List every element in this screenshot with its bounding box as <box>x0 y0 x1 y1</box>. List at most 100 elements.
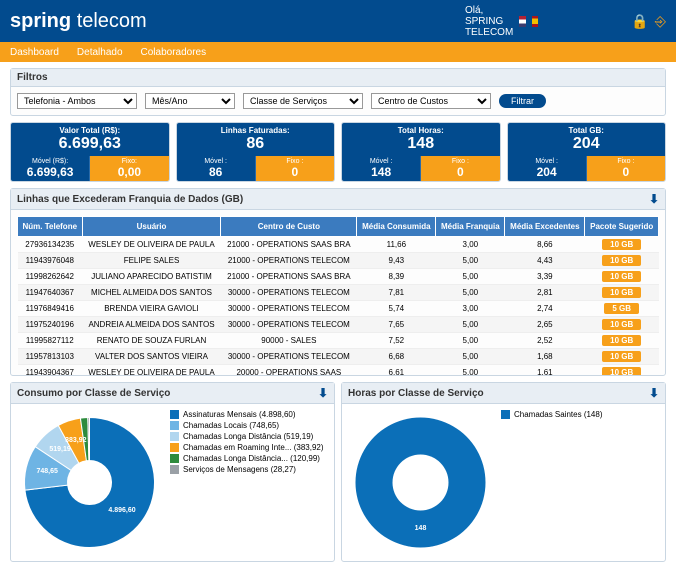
legend-label: Chamadas em Roaming Inte... (383,92) <box>183 443 324 452</box>
chart1-donut: 4.896,60748,65519,19383,92 <box>17 410 162 555</box>
chart2-panel: Horas por Classe de Serviço ⬇ 148 Chamad… <box>341 382 666 562</box>
filter-button[interactable]: Filtrar <box>499 94 546 108</box>
nav-colaboradores[interactable]: Colaboradores <box>141 47 207 58</box>
table-row[interactable]: 11995827112RENATO DE SOUZA FURLAN90000 -… <box>18 333 659 349</box>
cell: 10 GB <box>585 269 659 285</box>
cell: 10 GB <box>585 333 659 349</box>
legend-label: Assinaturas Mensais (4.898,60) <box>183 410 296 419</box>
flag-us-icon[interactable] <box>519 16 525 27</box>
cell: VALTER DOS SANTOS VIEIRA <box>82 349 221 365</box>
cell: 10 GB <box>585 365 659 376</box>
filter-mesano[interactable]: Mês/Ano <box>145 93 235 109</box>
col-header[interactable]: Média Consumida <box>357 217 436 237</box>
table-row[interactable]: 27936134235WESLEY DE OLIVEIRA DE PAULA21… <box>18 237 659 253</box>
table-panel: Linhas que Excederam Franquia de Dados (… <box>10 188 666 376</box>
table-row[interactable]: 11976849416BRENDA VIEIRA GAVIOLI30000 - … <box>18 301 659 317</box>
filter-telefonia[interactable]: Telefonia - Ambos <box>17 93 137 109</box>
cell: 10 GB <box>585 285 659 301</box>
chart1-legend: Assinaturas Mensais (4.898,60) Chamadas L… <box>170 410 324 555</box>
table-row[interactable]: 11998262642JULIANO APARECIDO BATISTIM210… <box>18 269 659 285</box>
cell: 7,81 <box>357 285 436 301</box>
cell: 5 GB <box>585 301 659 317</box>
cell: 30000 - OPERATIONS TELECOM <box>221 301 357 317</box>
col-header[interactable]: Pacote Sugerido <box>585 217 659 237</box>
badge: 10 GB <box>602 255 641 266</box>
download-icon[interactable]: ⬇ <box>649 192 659 206</box>
col-header[interactable]: Centro de Custo <box>221 217 357 237</box>
col-header[interactable]: Núm. Telefone <box>18 217 83 237</box>
cell: 5,00 <box>436 333 505 349</box>
table-row[interactable]: 11943904367WESLEY DE OLIVEIRA DE PAULA20… <box>18 365 659 376</box>
cell: JULIANO APARECIDO BATISTIM <box>82 269 221 285</box>
logo: spring telecom <box>10 10 147 33</box>
kpi-movel: Móvel (R$):6.699,63 <box>11 156 90 181</box>
col-header[interactable]: Média Excedentes <box>505 217 585 237</box>
nav-detalhado[interactable]: Detalhado <box>77 47 123 58</box>
cell: 21000 - OPERATIONS SAAS BRA <box>221 237 357 253</box>
cell: 20000 - OPERATIONS SAAS <box>221 365 357 376</box>
kpi-fixo: Fixo:0,00 <box>90 156 168 181</box>
kpi-value: 148 <box>342 135 500 153</box>
cell: 11947640367 <box>18 285 83 301</box>
download-icon[interactable]: ⬇ <box>318 386 328 400</box>
cell: 2,65 <box>505 317 585 333</box>
lock-icon[interactable]: 🔒 <box>631 13 648 30</box>
legend-item: Chamadas Saintes (148) <box>501 410 603 419</box>
kpi-label: Total Horas: <box>342 126 500 135</box>
legend-item: Chamadas Locais (748,65) <box>170 421 324 430</box>
kpi-row: Valor Total (R$):6.699,63 Móvel (R$):6.6… <box>10 122 666 182</box>
cell: 5,00 <box>436 349 505 365</box>
cell: 11,66 <box>357 237 436 253</box>
cell: 1,61 <box>505 365 585 376</box>
table-title: Linhas que Excederam Franquia de Dados (… <box>17 194 243 205</box>
kpi-fixo: Fixo :0 <box>421 156 499 181</box>
col-header[interactable]: Média Franquia <box>436 217 505 237</box>
table-row[interactable]: 11947640367MICHEL ALMEIDA DOS SANTOS3000… <box>18 285 659 301</box>
cell: 30000 - OPERATIONS TELECOM <box>221 349 357 365</box>
cell: 5,00 <box>436 365 505 376</box>
kpi-fixo: Fixo :0 <box>256 156 334 181</box>
badge: 10 GB <box>602 271 641 282</box>
cell: 1,68 <box>505 349 585 365</box>
table-row[interactable]: 11957813103VALTER DOS SANTOS VIEIRA30000… <box>18 349 659 365</box>
kpi-label: Total GB: <box>508 126 666 135</box>
logout-icon[interactable]: ⎆ <box>655 13 666 30</box>
filters-title: Filtros <box>11 69 665 87</box>
badge: 10 GB <box>602 335 641 346</box>
legend-item: Serviços de Mensagens (28,27) <box>170 465 324 474</box>
table-row[interactable]: 11943976048FELIPE SALES21000 - OPERATION… <box>18 253 659 269</box>
badge: 10 GB <box>602 287 641 298</box>
legend-item: Assinaturas Mensais (4.898,60) <box>170 410 324 419</box>
legend-label: Chamadas Longa Distância (519,19) <box>183 432 313 441</box>
badge: 5 GB <box>604 303 639 314</box>
cell: 4,43 <box>505 253 585 269</box>
legend-label: Chamadas Locais (748,65) <box>183 421 279 430</box>
filter-classe[interactable]: Classe de Serviços <box>243 93 363 109</box>
cell: 2,81 <box>505 285 585 301</box>
legend-swatch <box>170 421 179 430</box>
kpi-label: Valor Total (R$): <box>11 126 169 135</box>
cell: 27936134235 <box>18 237 83 253</box>
download-icon[interactable]: ⬇ <box>649 386 659 400</box>
cell: 2,52 <box>505 333 585 349</box>
legend-swatch <box>170 443 179 452</box>
legend-label: Chamadas Saintes (148) <box>514 410 603 419</box>
kpi-value: 6.699,63 <box>11 135 169 153</box>
cell: 8,39 <box>357 269 436 285</box>
cell: 10 GB <box>585 317 659 333</box>
col-header[interactable]: Usuário <box>82 217 221 237</box>
filter-centro[interactable]: Centro de Custos <box>371 93 491 109</box>
nav-dashboard[interactable]: Dashboard <box>10 47 59 58</box>
greeting: Olá, SPRING TELECOM <box>465 5 513 38</box>
kpi-fixo: Fixo :0 <box>587 156 665 181</box>
cell: 7,65 <box>357 317 436 333</box>
legend-swatch <box>170 454 179 463</box>
cell: 6,68 <box>357 349 436 365</box>
badge: 10 GB <box>602 239 641 250</box>
chart1-panel: Consumo por Classe de Serviço ⬇ 4.896,60… <box>10 382 335 562</box>
flag-es-icon[interactable] <box>532 16 538 27</box>
table-row[interactable]: 11975240196ANDREIA ALMEIDA DOS SANTOS300… <box>18 317 659 333</box>
cell: 11976849416 <box>18 301 83 317</box>
legend-label: Serviços de Mensagens (28,27) <box>183 465 296 474</box>
kpi-value: 86 <box>177 135 335 153</box>
